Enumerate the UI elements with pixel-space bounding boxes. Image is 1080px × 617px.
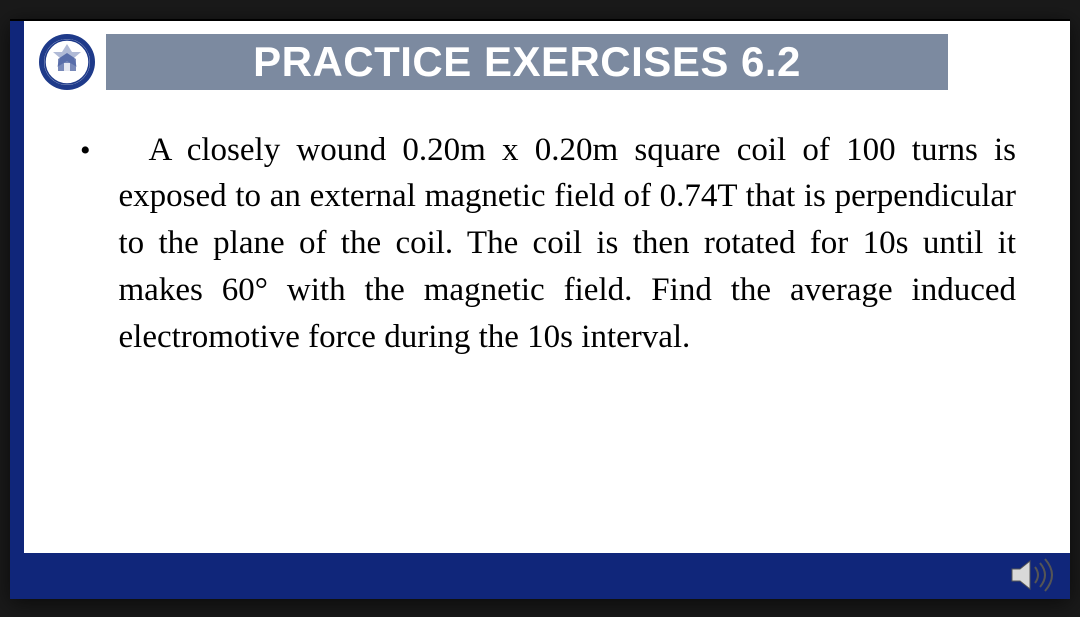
slide-title: PRACTICE EXERCISES 6.2 — [253, 38, 801, 86]
slide-content-frame: PRACTICE EXERCISES 6.2 • A closely wound… — [10, 21, 1070, 599]
bullet-marker: • — [78, 127, 91, 361]
problem-text: A closely wound 0.20m x 0.20m square coi… — [119, 127, 1016, 361]
speaker-icon[interactable] — [1010, 557, 1056, 593]
slide: PRACTICE EXERCISES 6.2 • A closely wound… — [10, 19, 1070, 599]
slide-body: • A closely wound 0.20m x 0.20m square c… — [24, 91, 1070, 361]
title-bar: PRACTICE EXERCISES 6.2 — [106, 34, 948, 90]
bullet-item: • A closely wound 0.20m x 0.20m square c… — [78, 127, 1016, 361]
header: PRACTICE EXERCISES 6.2 — [24, 21, 1070, 91]
school-seal-logo — [38, 33, 96, 91]
